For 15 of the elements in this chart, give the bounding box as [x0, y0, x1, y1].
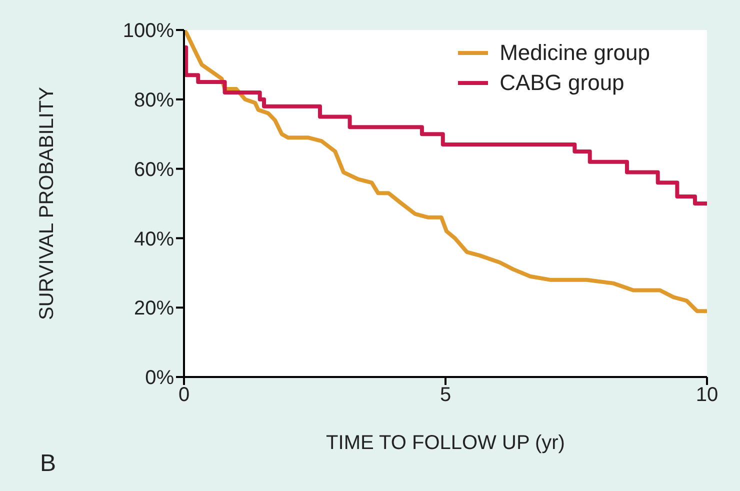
legend-label: Medicine group [500, 39, 650, 67]
x-tick-label: 0 [178, 384, 190, 406]
y-tick-label: 0% [145, 367, 174, 390]
y-tick-label: 60% [134, 158, 174, 181]
text: B [40, 450, 56, 478]
y-tick-label: 80% [134, 90, 174, 112]
x-tick-label: 10 [696, 384, 718, 406]
legend-label: CABG group [500, 69, 624, 97]
line-series [184, 30, 707, 314]
y-tick-label: 100% [122, 20, 174, 42]
x-axis-title: TIME TO FOLLOW UP (yr) [326, 432, 565, 454]
y-axis-title: SURVIVAL PROBABILITY [36, 86, 58, 320]
x-tick-label: 5 [440, 384, 452, 406]
y-tick-label: 40% [134, 228, 174, 250]
y-tick-label: 20% [134, 298, 174, 320]
